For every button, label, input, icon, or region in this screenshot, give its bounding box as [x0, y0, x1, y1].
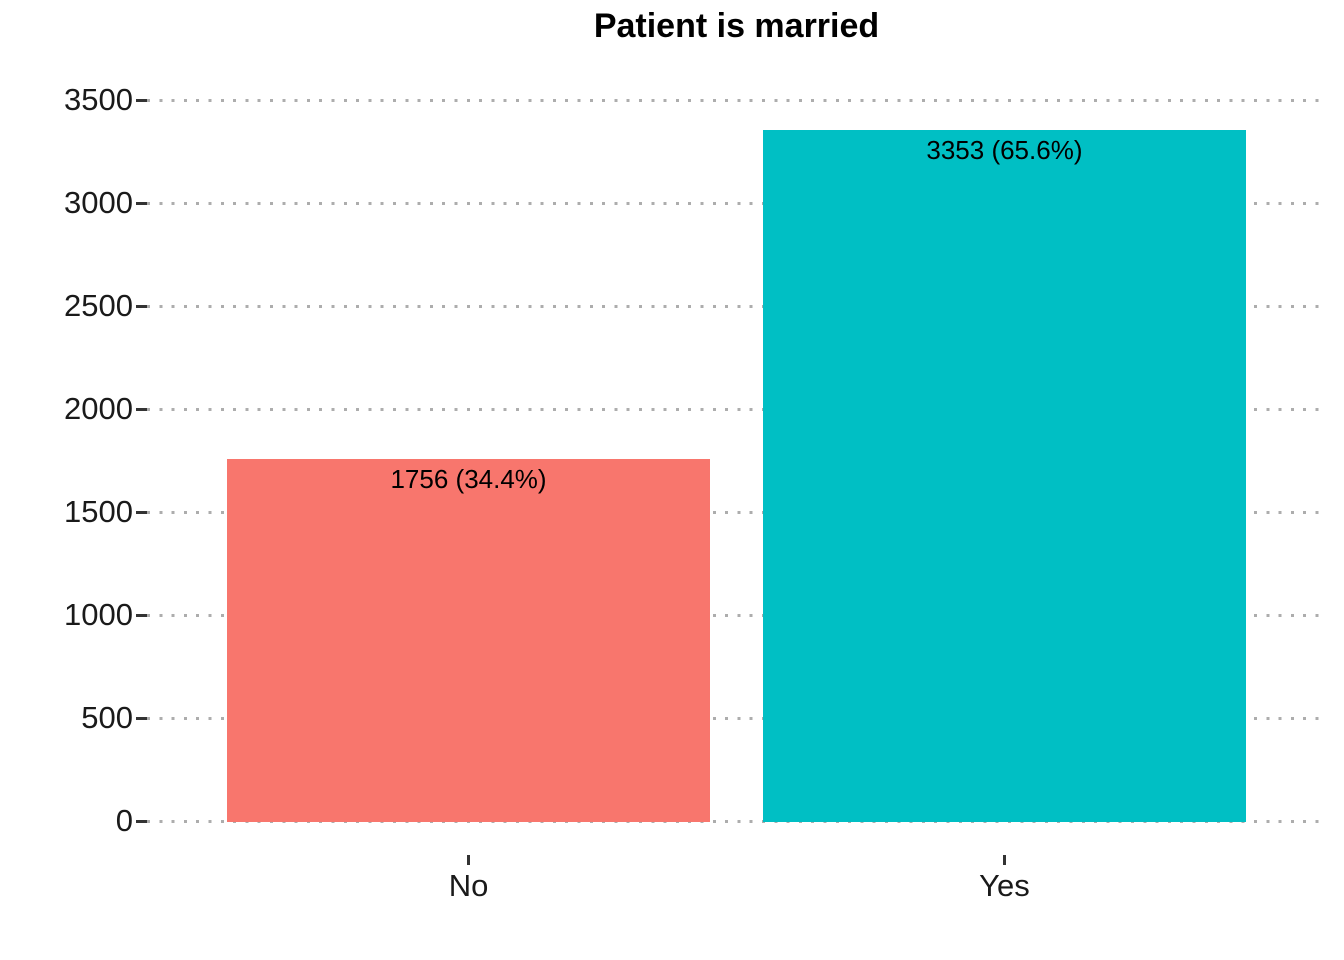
y-axis-tick-1000	[136, 614, 147, 617]
y-axis-label-3000: 3000	[64, 185, 133, 220]
y-axis-tick-1500	[136, 511, 147, 514]
x-axis-tick-no	[467, 855, 471, 865]
gridline-y-500	[147, 717, 1326, 720]
chart-title: Patient is married	[593, 7, 880, 45]
x-axis-label-no: No	[448, 868, 489, 903]
y-axis-tick-3500	[136, 99, 147, 102]
gridline-y-1500	[147, 511, 1326, 514]
y-axis-tick-500	[136, 717, 147, 720]
y-axis-tick-2000	[136, 408, 147, 411]
gridline-y-3000	[147, 202, 1326, 205]
y-axis-tick-3000	[136, 202, 147, 205]
y-axis-label-2000: 2000	[64, 391, 133, 426]
y-axis-label-0: 0	[115, 803, 133, 838]
y-axis-label-1500: 1500	[64, 494, 133, 529]
gridline-y-1000	[147, 614, 1326, 617]
bar-value-label-yes: 3353 (65.6%)	[926, 135, 1083, 166]
y-axis-tick-0	[136, 820, 147, 823]
bar-no	[227, 459, 710, 822]
gridline-y-3500	[147, 99, 1326, 102]
gridline-y-2500	[147, 305, 1326, 308]
x-axis-tick-yes	[1002, 855, 1006, 865]
gridline-y-2000	[147, 408, 1326, 411]
x-axis-label-yes: Yes	[979, 868, 1030, 903]
gridline-y-0	[147, 820, 1326, 823]
bar-value-label-no: 1756 (34.4%)	[390, 464, 547, 495]
y-axis-label-2500: 2500	[64, 288, 133, 323]
y-axis-tick-2500	[136, 305, 147, 308]
bar-yes	[763, 130, 1246, 822]
y-axis-label-500: 500	[81, 700, 133, 735]
y-axis-label-3500: 3500	[64, 82, 133, 117]
y-axis-label-1000: 1000	[64, 597, 133, 632]
